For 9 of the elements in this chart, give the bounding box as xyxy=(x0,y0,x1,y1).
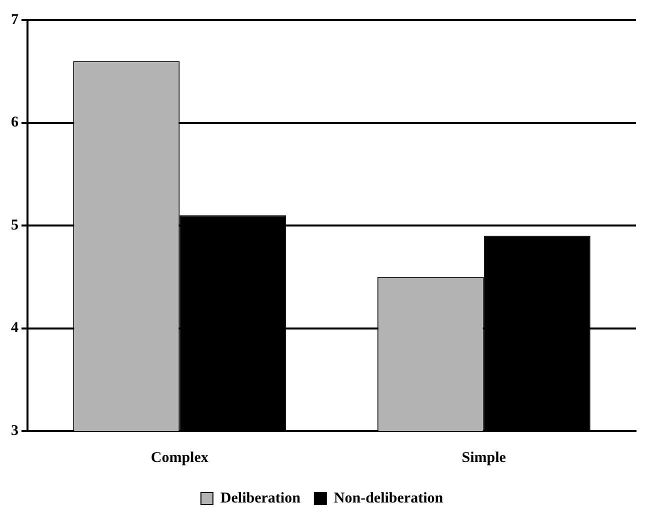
y-tick-label: 7 xyxy=(11,12,19,28)
x-tick-label: Simple xyxy=(462,450,506,466)
y-tick-label: 5 xyxy=(11,217,18,234)
y-tick-label: 4 xyxy=(11,320,19,336)
y-tick-label: 6 xyxy=(11,114,19,131)
x-tick-label: Complex xyxy=(150,450,209,466)
legend-label: Deliberation xyxy=(220,490,302,506)
y-tick-label: 3 xyxy=(11,422,18,439)
legend-label: Non-deliberation xyxy=(334,490,444,506)
